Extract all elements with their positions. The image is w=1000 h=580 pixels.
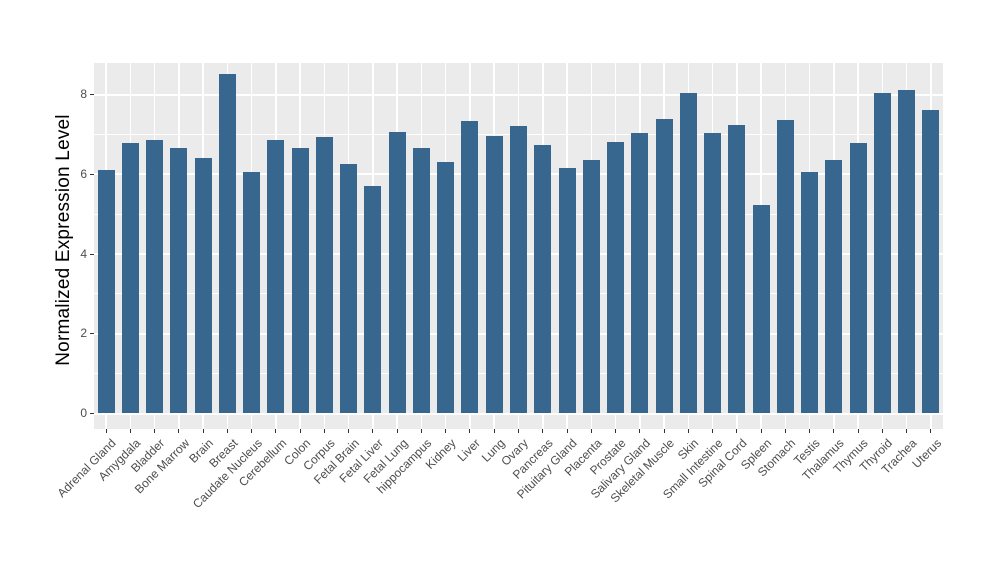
y-tick-mark [90, 173, 94, 175]
x-tick-mark [348, 429, 350, 433]
x-tick-mark [469, 429, 471, 433]
y-tick-label: 0 [80, 406, 87, 420]
bar [412, 147, 430, 414]
x-tick-mark [129, 429, 131, 433]
bar [510, 125, 527, 414]
x-tick-mark [784, 429, 786, 433]
bar [873, 92, 891, 414]
x-tick-mark [833, 429, 835, 433]
bar [364, 186, 382, 414]
x-tick-mark [396, 429, 398, 433]
y-tick-label: 6 [80, 166, 87, 181]
y-tick-label: 2 [80, 326, 87, 341]
x-tick-mark [251, 429, 253, 433]
x-tick-mark [857, 429, 859, 433]
x-tick-mark [809, 429, 811, 433]
bar [194, 158, 212, 414]
y-tick-mark [90, 253, 94, 255]
bar [801, 172, 819, 414]
x-tick-mark [323, 429, 325, 433]
x-tick-mark [105, 429, 107, 433]
x-tick-mark [154, 429, 156, 433]
x-tick-mark [687, 429, 689, 433]
y-tick-label: 4 [80, 246, 87, 261]
x-tick-mark [445, 429, 447, 433]
x-tick-mark [590, 429, 592, 433]
x-tick-mark [906, 429, 908, 433]
bar [218, 74, 236, 414]
bar [922, 110, 940, 414]
x-tick-mark [760, 429, 762, 433]
y-tick-mark [90, 94, 94, 96]
bar [485, 135, 503, 414]
bar [340, 164, 358, 414]
bar [461, 121, 479, 414]
bar [146, 140, 164, 414]
x-tick-mark [566, 429, 568, 433]
bar [825, 159, 843, 414]
x-tick-mark [881, 429, 883, 433]
x-tick-mark [615, 429, 617, 433]
x-tick-mark [275, 429, 277, 433]
y-tick-mark [90, 333, 94, 335]
y-tick-mark [90, 413, 94, 414]
bar [534, 145, 552, 414]
bar [121, 143, 139, 414]
x-tick-mark [639, 429, 641, 433]
bar [849, 142, 867, 414]
bar [607, 141, 625, 414]
x-tick-mark [736, 429, 738, 433]
bar [267, 139, 285, 414]
bar [582, 159, 600, 414]
x-tick-mark [420, 429, 422, 433]
x-tick-label: Liver [454, 436, 483, 465]
bar [776, 119, 794, 414]
y-tick-label: 8 [80, 87, 87, 102]
x-tick-mark [518, 429, 519, 433]
plot-panel [94, 63, 943, 429]
x-tick-mark [226, 429, 228, 433]
x-tick-mark [542, 429, 544, 433]
x-tick-mark [493, 429, 495, 433]
bar [898, 89, 916, 414]
x-tick-mark [930, 429, 932, 433]
x-tick-mark [202, 429, 204, 433]
x-tick-mark [178, 429, 180, 433]
bar [437, 162, 455, 414]
bar [728, 124, 746, 414]
bar [558, 168, 576, 414]
bar [291, 147, 309, 414]
bar [388, 131, 406, 414]
x-tick-mark [663, 429, 665, 433]
bar [679, 92, 697, 414]
bar [170, 148, 188, 414]
bar [315, 137, 333, 414]
bar [243, 172, 261, 414]
x-tick-mark [299, 429, 301, 433]
bar [655, 119, 673, 414]
bar [752, 204, 770, 414]
x-tick-mark [712, 429, 714, 433]
bar [704, 132, 722, 414]
x-tick-mark [372, 429, 374, 433]
bar [631, 133, 649, 414]
bar [97, 170, 115, 414]
